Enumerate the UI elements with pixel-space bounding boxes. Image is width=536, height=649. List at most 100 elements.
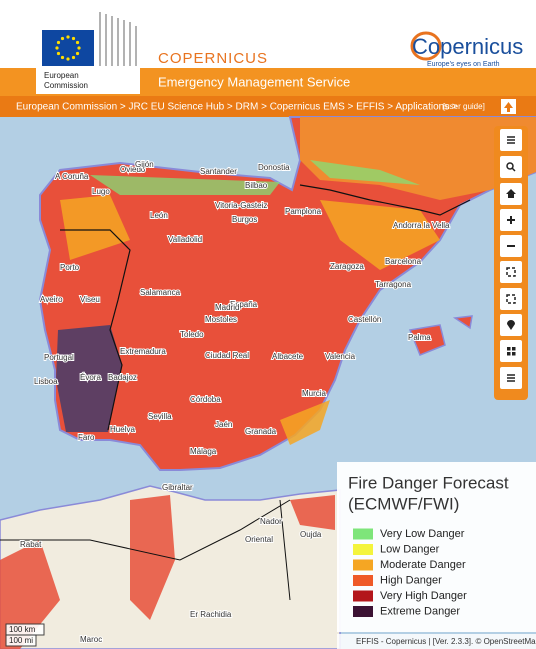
place-label: España bbox=[230, 300, 258, 309]
border bbox=[0, 499, 291, 601]
place-label: Gibraltar bbox=[162, 483, 193, 492]
border bbox=[60, 229, 131, 431]
place-label: Madrid bbox=[215, 303, 239, 312]
place-label: Portugal bbox=[44, 353, 74, 362]
building bbox=[99, 12, 137, 66]
place-label: Sevilla bbox=[148, 412, 172, 421]
brand: COPERNICUS bbox=[158, 50, 268, 67]
place-label: Oujda bbox=[300, 530, 322, 539]
legend-label: Extreme Danger bbox=[380, 605, 460, 617]
place-label: Extremadura bbox=[120, 347, 166, 356]
icon bbox=[507, 245, 515, 247]
layers-button[interactable] bbox=[500, 340, 522, 362]
icon bbox=[507, 374, 515, 376]
place-label: Burgos bbox=[232, 215, 257, 224]
place-label: Mostoles bbox=[205, 315, 237, 324]
attribution-box bbox=[337, 634, 536, 649]
icon bbox=[507, 136, 515, 138]
breadcrumb-band bbox=[0, 96, 536, 117]
star bbox=[75, 40, 80, 45]
place-label: Viseu bbox=[80, 295, 100, 304]
place-label: Lugo bbox=[92, 187, 110, 196]
place-label: Jaén bbox=[215, 420, 232, 429]
place-label: León bbox=[150, 211, 168, 220]
place-label: Andorra la Vella bbox=[393, 221, 450, 230]
place-label: Oriental bbox=[245, 535, 273, 544]
icon bbox=[507, 380, 515, 382]
low-danger-zone bbox=[90, 160, 420, 195]
star bbox=[60, 55, 65, 60]
icon bbox=[507, 320, 515, 330]
logo-tagline: Europe's eyes on Earth bbox=[427, 61, 500, 68]
place-label: Castellón bbox=[348, 315, 381, 324]
icon bbox=[511, 167, 516, 172]
place-label: Valladolid bbox=[168, 235, 202, 244]
star bbox=[56, 51, 61, 56]
place-label: Granada bbox=[245, 427, 277, 436]
place-label: Murcia bbox=[302, 389, 327, 398]
border bbox=[299, 184, 471, 216]
star bbox=[66, 57, 70, 61]
icon bbox=[510, 216, 512, 224]
star bbox=[56, 40, 61, 45]
star bbox=[71, 36, 76, 41]
icon bbox=[507, 352, 511, 356]
fullscreen-button[interactable] bbox=[500, 261, 522, 283]
legend-swatch bbox=[353, 559, 373, 571]
place-label: Maroc bbox=[80, 635, 102, 644]
place-label: Zaragoza bbox=[330, 262, 364, 271]
place-label: Salamanca bbox=[140, 288, 181, 297]
icon bbox=[506, 294, 516, 304]
place-label: Rabat bbox=[20, 540, 42, 549]
place-label: Oviedo bbox=[120, 165, 146, 174]
place-label: Albacete bbox=[272, 352, 304, 361]
legend-swatch bbox=[353, 575, 373, 586]
logo-brand: Copernicus bbox=[412, 34, 523, 59]
legend-swatch bbox=[353, 590, 373, 602]
place-label: Porto bbox=[60, 263, 80, 272]
place-label: Aveiro bbox=[40, 295, 63, 304]
icon bbox=[507, 142, 515, 144]
place-label: Toledo bbox=[180, 330, 204, 339]
icon bbox=[506, 162, 514, 170]
place-label: Pamplona bbox=[285, 207, 322, 216]
org-name: European bbox=[44, 71, 79, 80]
breadcrumb[interactable]: European Commission > JRC EU Science Hub… bbox=[16, 102, 458, 113]
legend-swatch bbox=[353, 544, 373, 555]
icon bbox=[506, 189, 516, 198]
scale-mi bbox=[5, 634, 37, 647]
star bbox=[66, 35, 70, 39]
legend-title: Fire Danger Forecast bbox=[348, 473, 509, 492]
icon bbox=[506, 267, 516, 277]
star bbox=[71, 55, 76, 60]
legend-label: High Danger bbox=[380, 574, 442, 586]
scale-label: 100 km bbox=[9, 625, 36, 634]
logo-swoosh bbox=[410, 31, 442, 61]
balearic-islands bbox=[408, 315, 473, 356]
icon bbox=[507, 347, 511, 351]
place-label: Nador bbox=[260, 517, 282, 526]
place-label: Córdoba bbox=[190, 395, 221, 404]
place-label: Bilbao bbox=[245, 181, 268, 190]
org-name: Commission bbox=[44, 81, 88, 90]
legend-label: Low Danger bbox=[380, 543, 440, 555]
star bbox=[77, 46, 81, 50]
place-label: Donostia bbox=[258, 163, 290, 172]
user-guide-link[interactable]: [user guide] bbox=[443, 102, 485, 111]
service-name: Emergency Management Service bbox=[158, 74, 350, 89]
legend-label: Very Low Danger bbox=[380, 528, 465, 540]
place-label: Faro bbox=[78, 433, 95, 442]
iberia-france bbox=[38, 116, 536, 471]
place-label: Barcelona bbox=[385, 257, 422, 266]
icon bbox=[512, 352, 516, 356]
place-label: Er Rachidia bbox=[190, 610, 232, 619]
extent-button[interactable] bbox=[500, 288, 522, 310]
search-button[interactable] bbox=[500, 156, 522, 178]
place-label: Badajoz bbox=[108, 373, 137, 382]
legend-label: Very High Danger bbox=[380, 590, 467, 602]
place-label: Santander bbox=[200, 167, 237, 176]
place-label: Huelva bbox=[110, 425, 135, 434]
place-label: Lisboa bbox=[34, 377, 58, 386]
icon bbox=[507, 377, 515, 379]
